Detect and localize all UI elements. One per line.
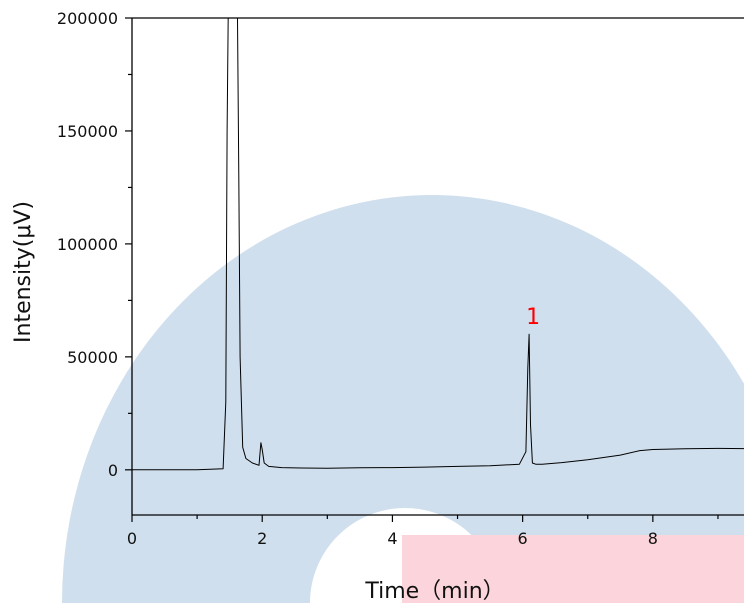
x-tick-label: 6: [518, 529, 528, 548]
x-tick-label: 4: [387, 529, 397, 548]
y-tick-label: 200000: [57, 9, 118, 28]
tick-marks: [125, 17, 719, 522]
watermark-logo: [62, 195, 744, 603]
x-tick-label: 8: [648, 529, 658, 548]
watermark-rect: [402, 535, 744, 603]
watermark-ring: [62, 195, 744, 603]
y-axis-label: Intensity(μV): [11, 201, 36, 343]
series-group: [132, 18, 744, 471]
peak-label: 1: [526, 305, 540, 330]
x-tick-label: 2: [257, 529, 267, 548]
x-tick-labels: 0 2 4 6 8: [127, 529, 658, 548]
x-tick-label: 0: [127, 529, 137, 548]
y-tick-label: 150000: [57, 122, 118, 141]
y-tick-label: 0: [108, 461, 118, 480]
y-tick-label: 100000: [57, 235, 118, 254]
axes: [131, 17, 744, 516]
annotations: 1: [526, 305, 540, 330]
y-tick-labels: 0 50000 100000 150000 200000: [57, 9, 118, 480]
x-axis-label: Time（min）: [364, 579, 504, 603]
y-tick-label: 50000: [67, 348, 118, 367]
series-line: [132, 18, 744, 471]
